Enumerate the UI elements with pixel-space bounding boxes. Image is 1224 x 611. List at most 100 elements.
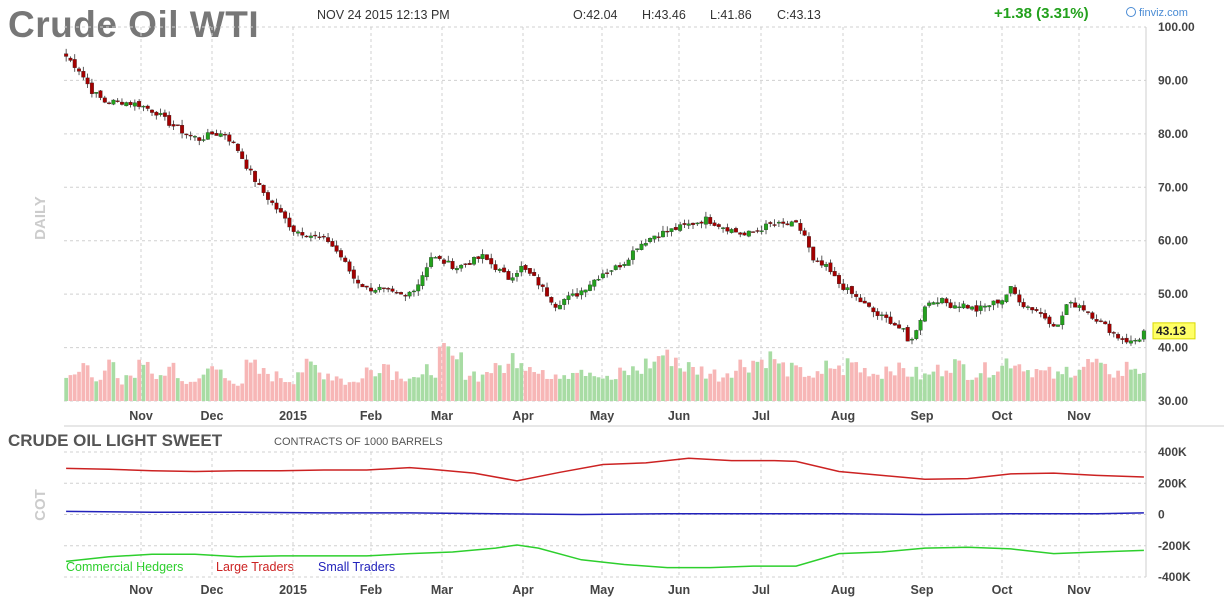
volume-bar — [416, 377, 421, 401]
volume-bar — [867, 376, 871, 401]
candle-body — [120, 101, 124, 105]
candle-body — [922, 306, 927, 322]
candle-body — [626, 259, 631, 266]
daily-side-label: DAILY — [32, 196, 49, 240]
volume-bar — [386, 364, 391, 401]
volume-bar — [442, 342, 446, 401]
volume-bar — [227, 380, 232, 401]
candle-body — [308, 235, 313, 238]
volume-bar — [270, 381, 275, 401]
volume-bar — [412, 377, 416, 401]
volume-bar — [751, 360, 755, 401]
volume-bar — [223, 378, 227, 401]
candle-body — [1094, 319, 1099, 322]
candle-body — [270, 200, 275, 203]
volume-bar — [1107, 374, 1112, 401]
volume-bar — [137, 359, 141, 401]
volume-bar — [1094, 358, 1099, 401]
cot-x-tick-label: Mar — [431, 583, 453, 597]
volume-bar — [708, 373, 713, 401]
volume-bar — [656, 356, 661, 401]
volume-bar — [901, 368, 906, 401]
candle-body — [510, 277, 515, 281]
candle-body — [600, 273, 605, 279]
candle-body — [442, 259, 446, 264]
candle-body — [287, 217, 292, 228]
candle-body — [244, 159, 249, 169]
candle-body — [678, 224, 683, 231]
candle-body — [167, 115, 172, 126]
candle-body — [575, 293, 580, 297]
candle-body — [519, 265, 524, 273]
candle-body — [806, 236, 811, 248]
candle-body — [89, 82, 94, 94]
candle-body — [622, 264, 627, 266]
candle-body — [1038, 312, 1043, 314]
candle-body — [527, 268, 532, 274]
volume-bar — [339, 378, 343, 401]
volume-bar — [115, 378, 120, 401]
candle-body — [1077, 305, 1082, 308]
candle-body — [961, 303, 966, 309]
candle-body — [150, 109, 154, 113]
volume-bar — [1069, 377, 1073, 401]
candle-body — [545, 287, 549, 297]
volume-bar — [545, 378, 549, 401]
candle-body — [1141, 330, 1146, 340]
candle-body — [785, 223, 790, 226]
candle-body — [553, 303, 558, 308]
volume-bar — [446, 346, 451, 401]
volume-bar — [850, 362, 854, 401]
volume-bar — [923, 373, 927, 401]
volume-bar — [364, 367, 369, 401]
low-value: L:41.86 — [710, 8, 752, 22]
candle-body — [1086, 311, 1090, 313]
volume-bar — [360, 378, 365, 401]
volume-bar — [609, 379, 614, 401]
price-change: +1.38 (3.31%) — [994, 5, 1089, 22]
candle-body — [162, 112, 167, 117]
price-x-tick-label: Aug — [831, 409, 855, 423]
candle-body — [609, 270, 614, 272]
legend-commercial-hedgers: Commercial Hedgers — [66, 560, 184, 574]
candle-body — [77, 68, 81, 72]
volume-bar — [965, 379, 970, 401]
volume-bar — [154, 378, 159, 401]
volume-bar — [369, 370, 373, 401]
candle-body — [381, 287, 386, 289]
candle-body — [635, 248, 640, 250]
candle-body — [223, 134, 227, 136]
last-price-label: 43.13 — [1156, 324, 1186, 338]
volume-bar — [691, 367, 695, 401]
volume-bar — [497, 365, 502, 401]
volume-bar — [987, 377, 992, 401]
price-tick-label: 90.00 — [1158, 73, 1188, 87]
volume-bar — [785, 376, 790, 401]
candle-body — [201, 139, 206, 141]
volume-bar — [399, 378, 403, 401]
volume-bar — [476, 381, 481, 401]
volume-bar — [424, 364, 429, 401]
volume-bar — [373, 376, 378, 401]
volume-bar — [321, 379, 326, 401]
volume-bar — [394, 371, 399, 401]
volume-bar — [944, 370, 949, 401]
candle-body — [1137, 339, 1142, 342]
volume-bar — [403, 381, 408, 401]
candle-body — [360, 284, 365, 288]
volume-bar — [652, 361, 657, 401]
candle-body — [1081, 305, 1086, 311]
candle-body — [755, 230, 760, 232]
brand-link[interactable]: finviz.com — [1126, 7, 1188, 19]
volume-bar — [699, 366, 704, 401]
candle-body — [802, 230, 807, 236]
candle-body — [68, 57, 73, 61]
volume-bar — [686, 362, 691, 401]
volume-bar — [746, 372, 751, 401]
volume-bar — [858, 372, 863, 401]
candle-body — [1090, 312, 1095, 319]
candle-body — [618, 265, 622, 268]
candle-body — [579, 290, 584, 296]
volume-bar — [725, 373, 730, 401]
cot-subtitle: CONTRACTS OF 1000 BARRELS — [274, 436, 443, 448]
